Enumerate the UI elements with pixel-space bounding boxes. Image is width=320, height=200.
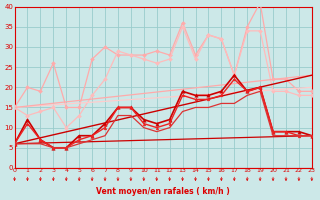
X-axis label: Vent moyen/en rafales ( km/h ): Vent moyen/en rafales ( km/h ) [96, 187, 230, 196]
